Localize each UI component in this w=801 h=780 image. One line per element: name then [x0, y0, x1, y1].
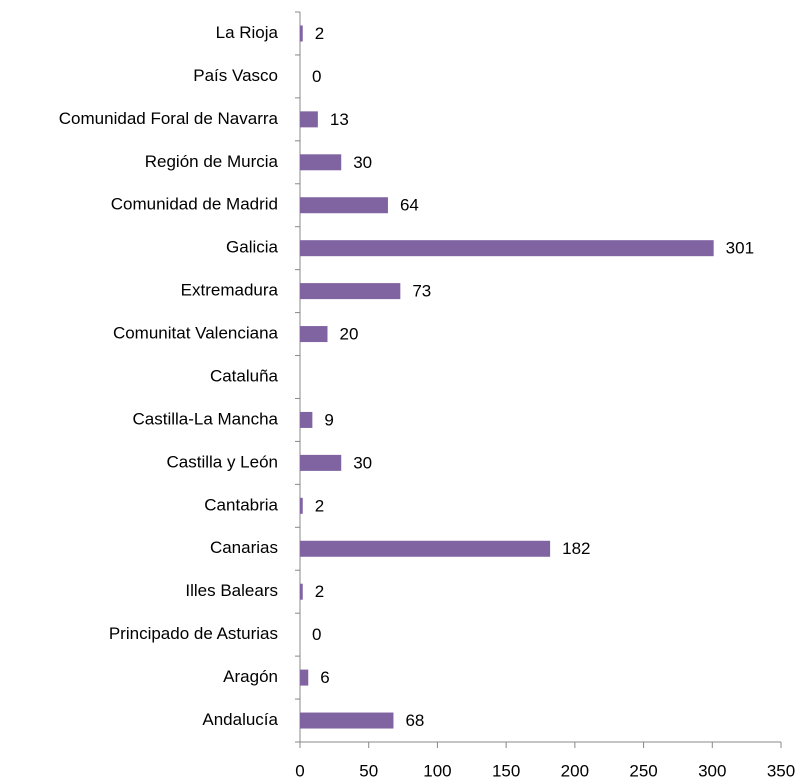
value-label: 182: [562, 539, 590, 558]
bar: [300, 326, 328, 343]
bar: [300, 583, 303, 600]
value-label: 30: [353, 153, 372, 172]
bar: [300, 111, 318, 128]
value-label: 30: [353, 453, 372, 472]
value-label: 2: [315, 496, 324, 515]
bar: [300, 540, 551, 557]
y-tick-label: Andalucía: [202, 710, 278, 729]
y-tick-label: Cataluña: [210, 366, 279, 385]
bar: [300, 454, 342, 471]
value-label: 6: [320, 668, 329, 687]
value-label: 13: [330, 110, 349, 129]
y-tick-label: Comunidad de Madrid: [111, 195, 278, 214]
x-tick-label: 100: [423, 761, 451, 780]
x-tick-label: 0: [295, 761, 304, 780]
value-label: 73: [412, 282, 431, 301]
y-tick-label: Cantabria: [204, 495, 278, 514]
bar: [300, 712, 394, 729]
y-tick-label: Comunidad Foral de Navarra: [59, 109, 279, 128]
y-tick-label: Comunitat Valenciana: [113, 324, 279, 343]
x-tick-label: 350: [767, 761, 795, 780]
value-label: 2: [315, 24, 324, 43]
y-tick-label: Castilla y León: [166, 452, 278, 471]
value-label: 0: [312, 67, 321, 86]
y-tick-label: Galicia: [226, 238, 279, 257]
bar: [300, 411, 313, 428]
y-tick-label: La Rioja: [216, 23, 279, 42]
value-label: 68: [405, 711, 424, 730]
y-tick-label: Principado de Asturias: [109, 624, 278, 643]
value-label: 64: [400, 196, 419, 215]
x-tick-label: 200: [561, 761, 589, 780]
y-tick-label: Aragón: [223, 667, 278, 686]
y-tick-label: Canarias: [210, 538, 278, 557]
y-tick-label: Región de Murcia: [145, 152, 279, 171]
bar: [300, 240, 714, 257]
y-tick-label: Illes Balears: [185, 581, 278, 600]
value-label: 9: [324, 410, 333, 429]
y-tick-label: Castilla-La Mancha: [132, 409, 278, 428]
bar: [300, 197, 388, 214]
value-label: 2: [315, 582, 324, 601]
bar: [300, 283, 401, 300]
x-tick-label: 250: [629, 761, 657, 780]
bar: [300, 154, 342, 171]
value-label: 20: [339, 325, 358, 344]
value-label: 0: [312, 625, 321, 644]
bar: [300, 497, 303, 514]
y-tick-label: Extremadura: [181, 281, 279, 300]
x-tick-label: 50: [359, 761, 378, 780]
y-tick-label: País Vasco: [193, 66, 278, 85]
x-tick-label: 150: [492, 761, 520, 780]
x-tick-label: 300: [698, 761, 726, 780]
bar: [300, 25, 303, 42]
value-label: 301: [726, 239, 754, 258]
bar: [300, 669, 309, 686]
